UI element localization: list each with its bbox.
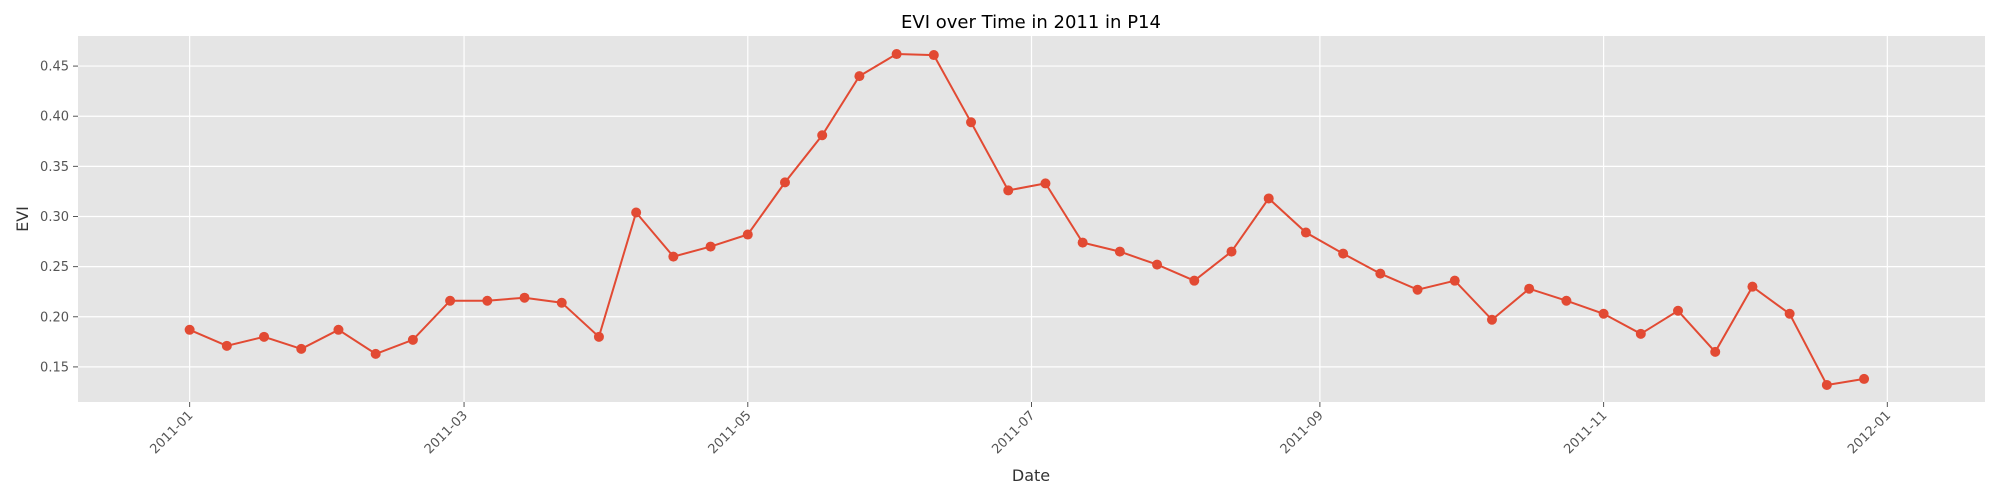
data-point bbox=[1114, 246, 1125, 257]
data-point bbox=[1784, 308, 1795, 319]
x-tick-label: 2011-05 bbox=[706, 408, 755, 457]
data-point bbox=[593, 331, 604, 342]
data-point bbox=[482, 295, 493, 306]
data-point bbox=[221, 340, 232, 351]
y-tick-label: 0.25 bbox=[40, 260, 69, 275]
data-point bbox=[1598, 308, 1609, 319]
series-line bbox=[189, 52, 1865, 387]
data-point bbox=[817, 130, 828, 141]
chart-title: EVI over Time in 2011 in P14 bbox=[901, 12, 1161, 33]
y-tick-label: 0.35 bbox=[40, 160, 69, 175]
data-point bbox=[296, 343, 307, 354]
data-point bbox=[966, 117, 977, 128]
x-tick-label: 2011-11 bbox=[1561, 408, 1610, 457]
data-point bbox=[779, 177, 790, 188]
data-point bbox=[854, 71, 865, 82]
data-point bbox=[742, 229, 753, 240]
y-tick-label: 0.30 bbox=[40, 210, 69, 225]
data-point bbox=[1300, 227, 1311, 238]
data-point bbox=[333, 324, 344, 335]
data-point bbox=[1003, 185, 1014, 196]
data-point bbox=[631, 207, 642, 218]
series-layer bbox=[184, 49, 1870, 390]
data-point bbox=[1449, 275, 1460, 286]
data-point bbox=[1747, 281, 1758, 292]
data-point bbox=[1263, 193, 1274, 204]
data-point bbox=[668, 251, 679, 262]
y-axis-label: EVI bbox=[13, 206, 32, 232]
y-tick-label: 0.45 bbox=[40, 60, 69, 75]
x-tick-label: 2011-01 bbox=[147, 408, 196, 457]
data-point bbox=[1561, 295, 1572, 306]
y-tick-label: 0.40 bbox=[40, 110, 69, 125]
data-point bbox=[1486, 314, 1497, 325]
data-point bbox=[1821, 379, 1832, 390]
data-point bbox=[184, 324, 195, 335]
data-point bbox=[1635, 328, 1646, 339]
x-tick-label: 2012-01 bbox=[1845, 408, 1894, 457]
x-axis-label: Date bbox=[1012, 466, 1050, 485]
data-point bbox=[445, 295, 456, 306]
data-point bbox=[1077, 237, 1088, 248]
data-point bbox=[1226, 246, 1237, 257]
data-point bbox=[928, 50, 939, 61]
data-point bbox=[1524, 283, 1535, 294]
data-point bbox=[407, 334, 418, 345]
y-tick-label: 0.20 bbox=[40, 310, 69, 325]
data-point bbox=[1189, 275, 1200, 286]
data-point bbox=[1859, 373, 1870, 384]
data-point bbox=[1673, 305, 1684, 316]
data-point bbox=[1412, 284, 1423, 295]
data-point bbox=[370, 348, 381, 359]
data-point bbox=[891, 49, 902, 60]
data-point bbox=[519, 292, 530, 303]
data-point bbox=[1152, 259, 1163, 270]
data-point bbox=[1338, 248, 1349, 259]
x-tick-label: 2011-09 bbox=[1278, 408, 1327, 457]
data-point bbox=[556, 297, 567, 308]
y-tick-label: 0.15 bbox=[40, 360, 69, 375]
data-point bbox=[1375, 268, 1386, 279]
data-point bbox=[1040, 178, 1051, 189]
data-point bbox=[705, 241, 716, 252]
x-tick-label: 2011-03 bbox=[422, 408, 471, 457]
data-point bbox=[259, 331, 270, 342]
x-tick-label: 2011-07 bbox=[989, 408, 1038, 457]
grid bbox=[78, 36, 1985, 402]
data-point bbox=[1710, 346, 1721, 357]
